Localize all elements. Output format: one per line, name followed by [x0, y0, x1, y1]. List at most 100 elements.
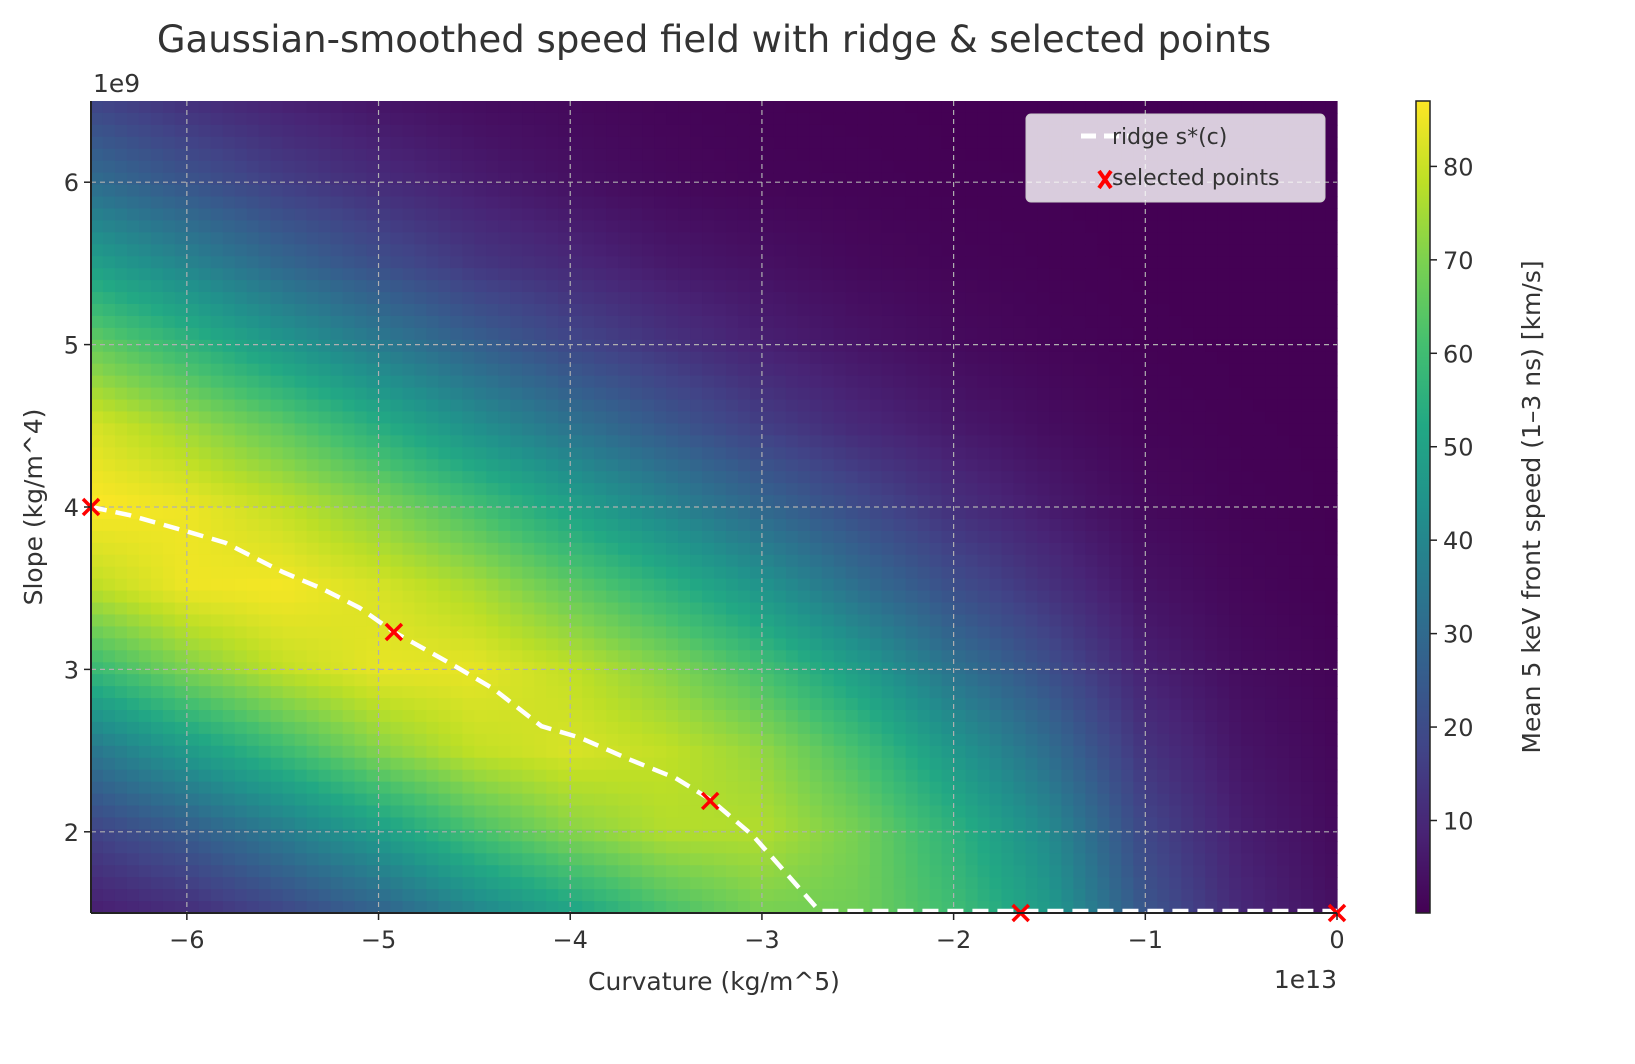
- heatmap-cell: [845, 698, 859, 711]
- heatmap-cell: [725, 710, 739, 723]
- heatmap-cell: [534, 650, 547, 663]
- heatmap-cell: [438, 483, 452, 496]
- heatmap-cell: [702, 399, 715, 413]
- heatmap-cell: [186, 447, 200, 460]
- heatmap-cell: [510, 710, 523, 723]
- heatmap-cell: [426, 495, 440, 508]
- heatmap-cell: [330, 196, 344, 210]
- heatmap-cell: [749, 507, 763, 520]
- heatmap-cell: [642, 136, 655, 150]
- heatmap-cell: [402, 256, 416, 269]
- heatmap-cell: [306, 686, 320, 699]
- heatmap-cell: [534, 495, 547, 508]
- heatmap-cell: [690, 530, 703, 544]
- heatmap-cell: [294, 542, 308, 556]
- heatmap-cell: [594, 602, 607, 616]
- heatmap-cell: [642, 841, 655, 854]
- heatmap-cell: [558, 578, 571, 592]
- heatmap-cell: [91, 304, 104, 317]
- heatmap-cell: [426, 112, 440, 126]
- heatmap-cell: [210, 698, 224, 711]
- heatmap-cell: [366, 208, 380, 222]
- heatmap-cell: [390, 148, 404, 162]
- heatmap-cell: [654, 471, 667, 484]
- heatmap-cell: [414, 172, 428, 186]
- heatmap-cell: [857, 196, 871, 210]
- heatmap-cell: [833, 566, 847, 580]
- heatmap-cell: [474, 387, 487, 401]
- heatmap-cell: [126, 136, 140, 150]
- heatmap-cell: [857, 435, 871, 448]
- heatmap-cell: [246, 829, 260, 842]
- heatmap-cell: [881, 530, 895, 544]
- heatmap-cell: [845, 292, 859, 305]
- heatmap-cell: [702, 757, 715, 771]
- heatmap-cell: [114, 829, 128, 842]
- heatmap-cell: [534, 327, 547, 341]
- heatmap-cell: [546, 745, 559, 759]
- heatmap-cell: [366, 459, 380, 472]
- heatmap-cell: [785, 124, 799, 138]
- heatmap-cell: [546, 124, 559, 138]
- heatmap-cell: [761, 304, 775, 317]
- heatmap-cell: [246, 710, 260, 723]
- heatmap-cell: [917, 841, 931, 854]
- heatmap-cell: [330, 757, 344, 771]
- heatmap-cell: [318, 101, 332, 114]
- heatmap-cell: [773, 507, 787, 520]
- heatmap-cell: [198, 745, 212, 759]
- heatmap-cell: [138, 399, 152, 413]
- heatmap-cell: [821, 256, 835, 269]
- heatmap-cell: [845, 566, 859, 580]
- heatmap-cell: [210, 650, 224, 663]
- heatmap-cell: [126, 387, 140, 401]
- heatmap-cell: [306, 650, 320, 663]
- heatmap-cell: [174, 327, 188, 341]
- heatmap-cell: [845, 232, 859, 245]
- heatmap-cell: [402, 387, 416, 401]
- heatmap-cell: [725, 578, 739, 592]
- heatmap-cell: [270, 459, 284, 472]
- heatmap-cell: [737, 626, 751, 639]
- heatmap-cell: [749, 578, 763, 592]
- heatmap-cell: [306, 757, 320, 771]
- heatmap-cell: [426, 877, 440, 890]
- heatmap-cell: [893, 662, 907, 675]
- heatmap-cell: [522, 495, 535, 508]
- heatmap-cell: [714, 244, 727, 257]
- heatmap-cell: [714, 220, 727, 233]
- heatmap-cell: [162, 853, 176, 866]
- heatmap-cell: [749, 674, 763, 687]
- heatmap-cell: [246, 590, 260, 604]
- heatmap-cell: [570, 423, 583, 436]
- heatmap-cell: [354, 638, 368, 651]
- heatmap-cell: [678, 196, 691, 210]
- heatmap-cell: [893, 698, 907, 711]
- heatmap-cell: [378, 375, 392, 389]
- heatmap-cell: [941, 507, 955, 520]
- heatmap-cell: [330, 280, 344, 293]
- heatmap-cell: [426, 136, 440, 150]
- heatmap-cell: [905, 698, 919, 711]
- heatmap-cell: [486, 877, 499, 890]
- heatmap-cell: [785, 865, 799, 878]
- heatmap-cell: [258, 566, 272, 580]
- heatmap-cell: [702, 208, 715, 222]
- heatmap-cell: [246, 268, 260, 281]
- heatmap-cell: [630, 769, 643, 783]
- heatmap-cell: [270, 363, 284, 377]
- heatmap-cell: [366, 268, 380, 281]
- heatmap-cell: [917, 423, 931, 436]
- heatmap-cell: [666, 363, 679, 377]
- heatmap-cell: [462, 315, 475, 329]
- heatmap-cell: [785, 817, 799, 831]
- heatmap-cell: [438, 853, 452, 866]
- heatmap-cell: [186, 650, 200, 663]
- heatmap-cell: [522, 757, 535, 771]
- heatmap-cell: [929, 518, 943, 532]
- heatmap-cell: [833, 530, 847, 544]
- heatmap-cell: [390, 315, 404, 329]
- heatmap-cell: [510, 578, 523, 592]
- heatmap-cell: [126, 889, 140, 902]
- heatmap-cell: [438, 554, 452, 568]
